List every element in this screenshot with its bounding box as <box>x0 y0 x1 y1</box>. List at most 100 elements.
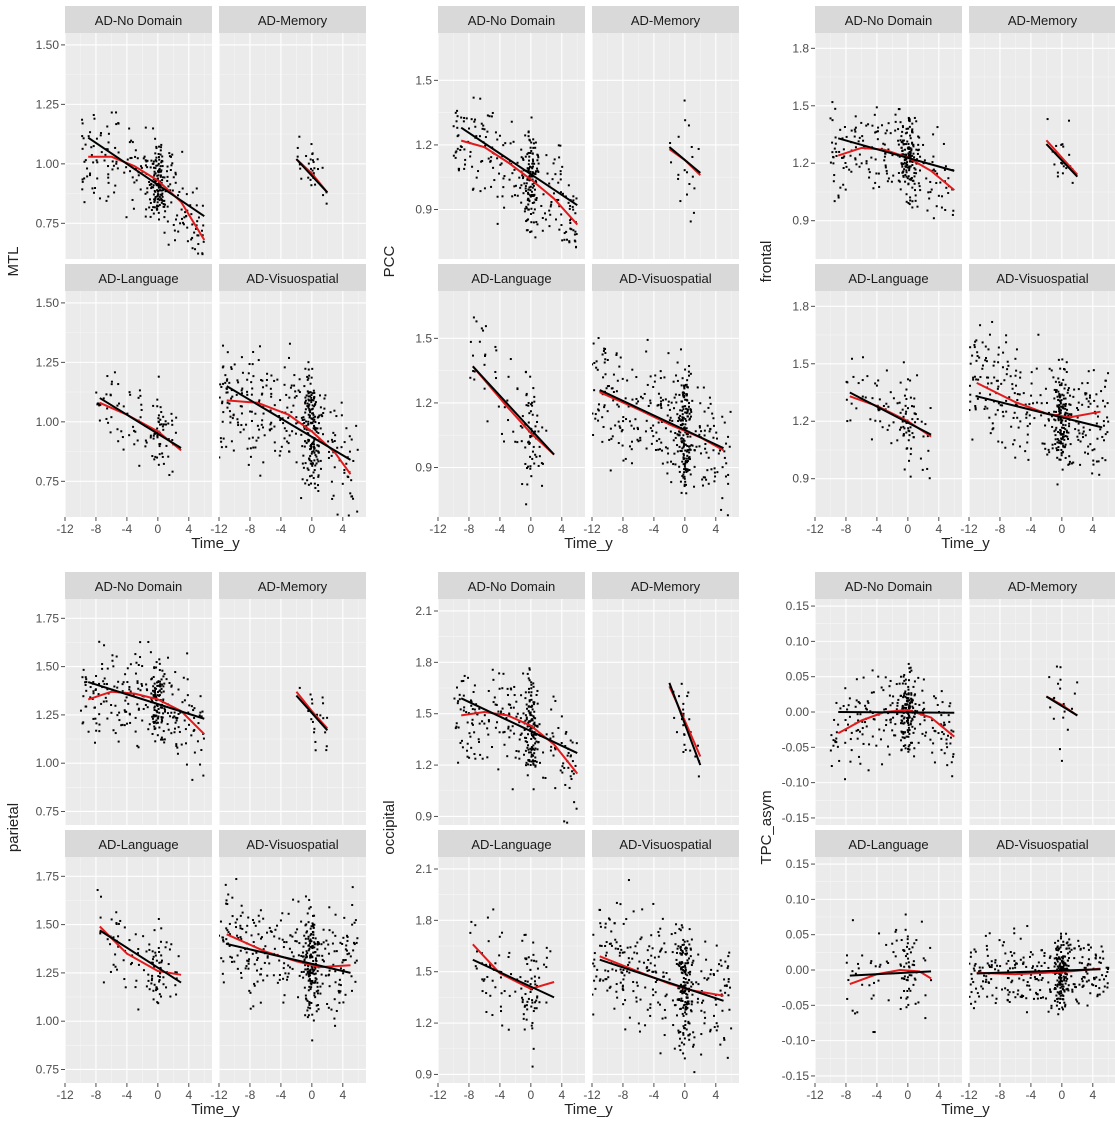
linear-fit-line <box>295 158 329 194</box>
data-point <box>646 1008 649 1011</box>
data-point <box>1061 426 1064 429</box>
data-point <box>1026 411 1029 414</box>
data-point <box>1053 430 1056 433</box>
data-point <box>308 374 311 377</box>
data-point <box>969 400 972 403</box>
data-point <box>530 760 533 763</box>
data-point <box>527 130 530 133</box>
data-point <box>687 990 690 993</box>
data-point <box>187 711 190 714</box>
data-point <box>726 514 729 517</box>
data-point <box>273 935 276 938</box>
data-point <box>341 961 344 964</box>
data-point <box>168 152 171 155</box>
data-point <box>85 678 88 681</box>
data-point <box>677 173 680 176</box>
data-point <box>159 174 162 177</box>
data-point <box>106 375 109 378</box>
data-point <box>552 192 555 195</box>
data-point <box>645 350 648 353</box>
data-point <box>110 380 113 383</box>
data-point <box>686 468 689 471</box>
data-point <box>904 153 907 156</box>
data-point <box>552 695 555 698</box>
data-point <box>145 985 148 988</box>
data-point <box>307 162 310 165</box>
data-point <box>621 951 624 954</box>
data-point <box>525 703 528 706</box>
data-point <box>327 1006 330 1009</box>
data-point <box>913 412 916 415</box>
data-point <box>991 428 994 431</box>
data-point <box>905 143 908 146</box>
data-point <box>976 397 979 400</box>
data-point <box>974 340 977 343</box>
data-point <box>232 414 235 417</box>
data-point <box>527 203 530 206</box>
data-point <box>100 702 103 705</box>
data-point <box>166 179 169 182</box>
data-point <box>528 751 531 754</box>
data-point <box>291 430 294 433</box>
data-point <box>572 199 575 202</box>
data-point <box>901 420 904 423</box>
data-point <box>151 715 154 718</box>
data-point <box>639 998 642 1001</box>
facet-label: AD-Language <box>848 271 928 286</box>
data-point <box>1065 361 1068 364</box>
data-point <box>346 934 349 937</box>
data-point <box>714 475 717 478</box>
data-point <box>472 187 475 190</box>
data-point <box>236 967 239 970</box>
data-point <box>174 173 177 176</box>
data-point <box>239 405 242 408</box>
x-tick-label: -12 <box>806 522 824 536</box>
data-point <box>304 408 307 411</box>
data-point <box>907 152 910 155</box>
data-point <box>891 154 894 157</box>
data-point <box>682 395 685 398</box>
data-point <box>531 999 534 1002</box>
data-point <box>311 441 314 444</box>
data-point <box>1059 409 1062 412</box>
data-point <box>911 122 914 125</box>
data-point <box>482 329 485 332</box>
data-point <box>225 927 228 930</box>
data-point <box>176 214 179 217</box>
data-point <box>697 953 700 956</box>
data-point <box>679 348 682 351</box>
data-point <box>325 745 328 748</box>
data-point <box>158 961 161 964</box>
data-point <box>951 213 954 216</box>
data-point <box>278 415 281 418</box>
data-point <box>604 922 607 925</box>
data-point <box>462 679 465 682</box>
data-point <box>333 409 336 412</box>
y-tick-label: 1.00 <box>36 415 60 429</box>
data-point <box>679 929 682 932</box>
data-point <box>106 148 109 151</box>
data-point <box>306 378 309 381</box>
data-point <box>897 171 900 174</box>
data-point <box>171 162 174 165</box>
data-point <box>708 430 711 433</box>
data-point <box>682 1052 685 1055</box>
data-point <box>885 402 888 405</box>
data-point <box>969 346 972 349</box>
data-point <box>527 733 530 736</box>
data-point <box>152 178 155 181</box>
data-point <box>248 989 251 992</box>
data-point <box>313 731 316 734</box>
data-point <box>473 378 476 381</box>
data-point <box>177 726 180 729</box>
data-point <box>228 933 231 936</box>
data-point <box>231 915 234 918</box>
data-point <box>679 1049 682 1052</box>
data-point <box>534 765 537 768</box>
data-point <box>294 390 297 393</box>
data-point <box>679 952 682 955</box>
data-point <box>844 188 847 191</box>
data-point <box>529 195 532 198</box>
data-point <box>702 999 705 1002</box>
data-point <box>1102 424 1105 427</box>
